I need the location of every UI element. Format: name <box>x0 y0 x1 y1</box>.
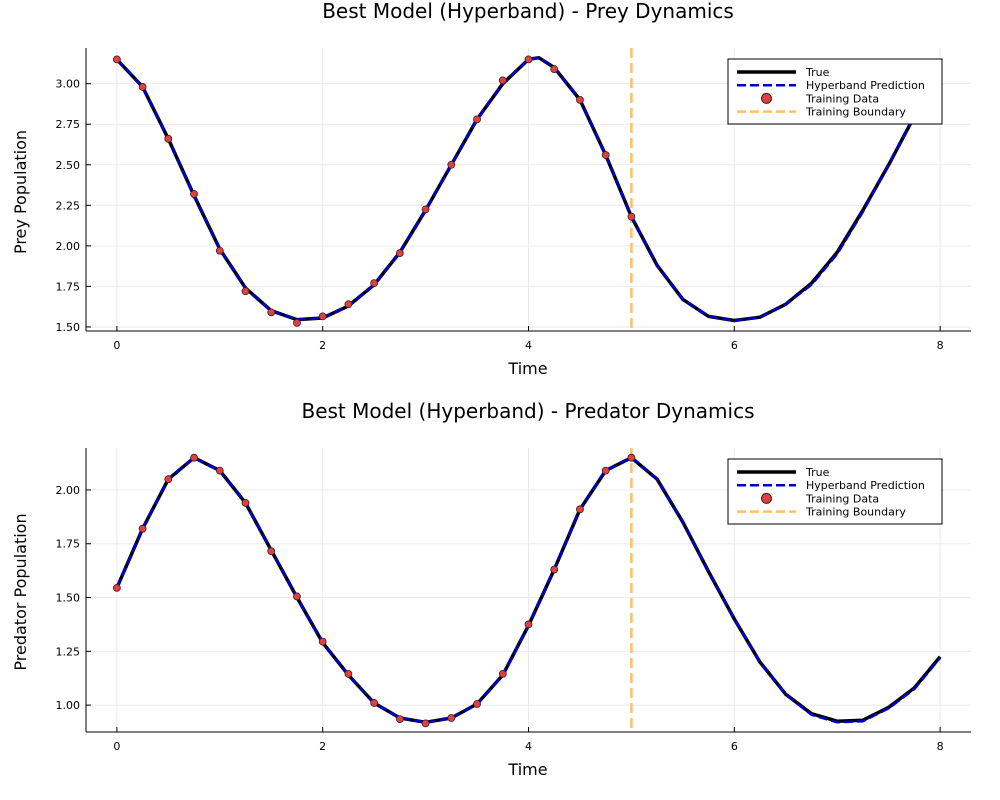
legend-label: Hyperband Prediction <box>806 79 925 92</box>
predator-dynamics-panel: Best Model (Hyperband) - Predator Dynami… <box>11 399 971 779</box>
chart-title: Best Model (Hyperband) - Predator Dynami… <box>301 399 754 423</box>
training-data-point <box>164 475 173 484</box>
y-tick-label: 1.75 <box>56 280 81 293</box>
x-tick-label: 4 <box>525 740 532 753</box>
legend-label: Training Boundary <box>805 106 906 119</box>
x-tick-label: 6 <box>731 339 738 352</box>
y-tick-label: 1.50 <box>56 321 81 334</box>
training-data-point <box>164 134 173 143</box>
y-tick-label: 1.00 <box>56 699 81 712</box>
legend-label: True <box>805 66 830 79</box>
training-data-point <box>241 287 250 296</box>
training-data-point <box>344 670 353 678</box>
training-data-point <box>550 565 559 574</box>
y-axis-label: Predator Population <box>11 513 30 670</box>
training-data-point <box>395 715 404 723</box>
training-data-point <box>190 453 198 462</box>
training-data-point <box>138 524 147 533</box>
training-data-point <box>421 205 430 214</box>
training-data-point <box>138 83 147 91</box>
training-data-point <box>293 318 301 327</box>
training-data-point <box>627 453 636 462</box>
legend-label: Training Data <box>805 92 879 105</box>
training-data-point <box>370 699 379 707</box>
y-tick-label: 2.75 <box>56 118 81 131</box>
prey-dynamics-panel: Best Model (Hyperband) - Prey Dynamics T… <box>11 0 971 378</box>
legend-swatch-training-data <box>761 492 772 504</box>
legend-box <box>727 58 943 125</box>
training-data-point <box>473 115 481 124</box>
training-data-point <box>318 637 327 646</box>
y-tick-label: 1.75 <box>56 538 81 551</box>
training-data-point <box>447 714 456 722</box>
training-data-point <box>601 151 610 159</box>
y-axis-label: Prey Population <box>11 130 30 254</box>
y-tick-label: 2.50 <box>56 159 81 172</box>
training-data-point <box>498 76 507 85</box>
y-tick-label: 2.00 <box>56 240 81 253</box>
y-tick-label: 1.25 <box>56 645 81 658</box>
legend-box <box>727 458 943 525</box>
training-data-point <box>267 308 276 317</box>
training-data-point <box>447 160 456 169</box>
legend-label: Training Boundary <box>805 506 906 519</box>
training-data-point <box>318 312 327 321</box>
x-tick-label: 8 <box>937 339 944 352</box>
x-tick-label: 4 <box>525 339 532 352</box>
prediction-series-line <box>115 56 942 322</box>
training-data-point <box>576 95 584 104</box>
training-data-point <box>498 670 507 678</box>
training-data-point <box>627 212 636 221</box>
training-data-point <box>267 547 276 556</box>
y-tick-label: 1.50 <box>56 592 81 605</box>
legend-swatch-training-data <box>761 92 772 104</box>
y-tick-label: 2.00 <box>56 484 81 497</box>
training-data-point <box>370 279 379 288</box>
x-tick-label: 2 <box>319 339 326 352</box>
training-data-point <box>473 700 481 708</box>
training-data-point <box>215 466 224 475</box>
x-tick-label: 8 <box>937 740 944 753</box>
training-data-point <box>550 65 559 73</box>
training-data-point <box>421 719 430 728</box>
training-data-point <box>112 583 121 592</box>
training-data-point <box>215 246 224 255</box>
x-tick-label: 2 <box>319 740 326 753</box>
y-tick-label: 3.00 <box>56 78 81 91</box>
x-tick-label: 6 <box>731 740 738 753</box>
training-data-point <box>241 498 250 507</box>
legend-label: Hyperband Prediction <box>806 479 925 492</box>
chart-title: Best Model (Hyperband) - Prey Dynamics <box>322 0 734 23</box>
legend-label: Training Data <box>805 492 879 505</box>
x-tick-label: 0 <box>113 339 120 352</box>
training-data-point <box>395 249 404 258</box>
training-data-point <box>344 300 353 309</box>
training-data-point <box>112 55 121 64</box>
training-data-point <box>601 466 610 475</box>
x-tick-label: 0 <box>113 740 120 753</box>
training-data-point <box>293 592 301 601</box>
y-tick-label: 2.25 <box>56 199 81 212</box>
training-data-point <box>524 620 533 629</box>
legend-label: True <box>805 466 830 479</box>
training-data-point <box>190 190 198 198</box>
training-data-point <box>576 505 584 514</box>
training-data-point <box>524 55 533 64</box>
x-axis-label: Time <box>507 760 547 779</box>
x-axis-label: Time <box>507 359 547 378</box>
